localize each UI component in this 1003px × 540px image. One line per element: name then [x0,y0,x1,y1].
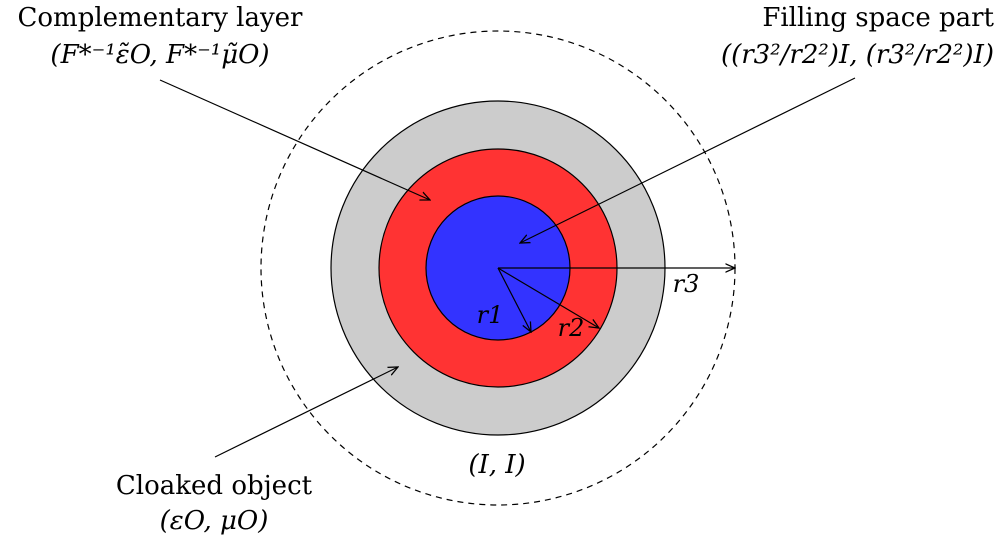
cloaked-pointer [214,367,398,458]
filling-space-expression: ((r3²/r2²)I, (r3²/r2²)I) [721,40,994,70]
r3-label: r3 [673,270,700,298]
r2-arrow [497,267,599,328]
cloaked-object-expression: (εO, μO) [160,506,269,536]
cloaked-object-title: Cloaked object [116,471,313,501]
r2-label: r2 [558,314,585,342]
filling-pointer [520,77,856,243]
complementary-pointer [159,79,430,200]
complementary-layer-expression: (F*⁻¹ε̃O, F*⁻¹μ̃O) [50,40,269,70]
vacuum-label: (I, I) [468,450,525,480]
complementary-layer-title: Complementary layer [18,3,304,33]
filling-space-title: Filling space part [762,3,994,33]
r1-arrow [497,267,531,332]
r1-label: r1 [477,301,504,329]
